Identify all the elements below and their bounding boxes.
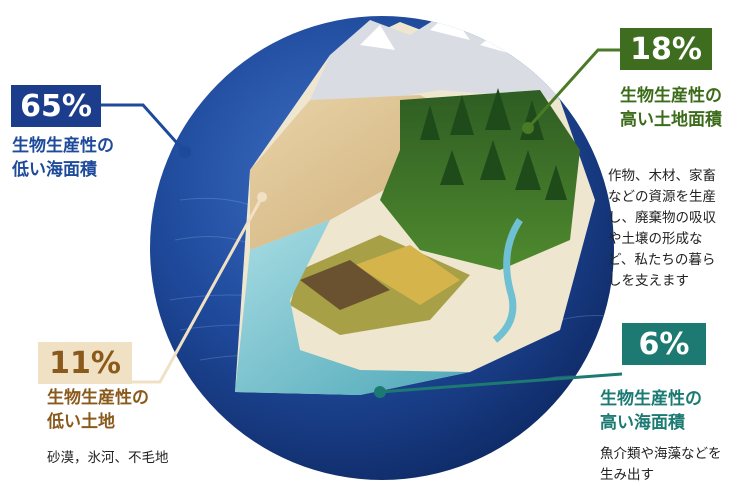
description-line: ど、私たちの暮ら <box>608 252 716 268</box>
heading-line: 低い土地 <box>47 412 115 432</box>
river <box>492 218 523 343</box>
heading-line: 高い海面積 <box>600 413 685 433</box>
heading-high-ocean: 生物生産性の 高い海面積 <box>600 387 702 435</box>
leader-dot-18 <box>522 122 534 134</box>
description-high-land: 作物、木材、家畜 などの資源を生産 し、廃棄物の吸収 や土壌の形成な ど、私たち… <box>608 166 755 292</box>
heading-line: 生物生産性の <box>600 389 702 409</box>
heading-line: 生物生産性の <box>620 86 722 106</box>
leader-line-6 <box>379 372 623 394</box>
percent-badge-low-land: 11% <box>38 342 132 384</box>
percent-badge-high-land: 18% <box>620 28 712 70</box>
description-line: しを支えます <box>608 273 689 289</box>
leader-line-18 <box>526 48 620 130</box>
heading-low-ocean: 生物生産性の 低い海面積 <box>12 134 114 182</box>
description-line: 作物、木材、家畜 <box>608 168 716 184</box>
description-line: などの資源を生産 <box>608 189 716 205</box>
heading-low-land: 生物生産性の 低い土地 <box>47 386 149 434</box>
percent-badge-low-ocean: 65% <box>11 85 101 127</box>
description-high-ocean: 魚介類や海藻などを 生み出す <box>600 444 755 486</box>
description-low-land: 砂漠，氷河、不毛地 <box>47 448 169 469</box>
leader-line-11 <box>132 196 264 384</box>
description-line: し、廃棄物の吸収 <box>608 210 716 226</box>
leader-dot-6 <box>374 386 386 398</box>
heading-line: 低い海面積 <box>12 160 97 180</box>
description-line: や土壌の形成な <box>608 231 703 247</box>
heading-high-land: 生物生産性の 高い土地面積 <box>620 84 722 132</box>
percent-badge-high-ocean: 6% <box>622 323 706 365</box>
leader-dot-65 <box>179 146 191 158</box>
leader-line-65 <box>101 103 187 153</box>
description-line: 魚介類や海藻などを <box>600 446 722 462</box>
description-line: 生み出す <box>600 467 654 483</box>
heading-line: 生物生産性の <box>12 136 114 156</box>
coastal-water <box>235 220 470 395</box>
heading-line: 生物生産性の <box>47 388 149 408</box>
description-line: 砂漠，氷河、不毛地 <box>47 450 169 466</box>
heading-line: 高い土地面積 <box>620 110 722 130</box>
leader-dot-11 <box>257 192 267 202</box>
